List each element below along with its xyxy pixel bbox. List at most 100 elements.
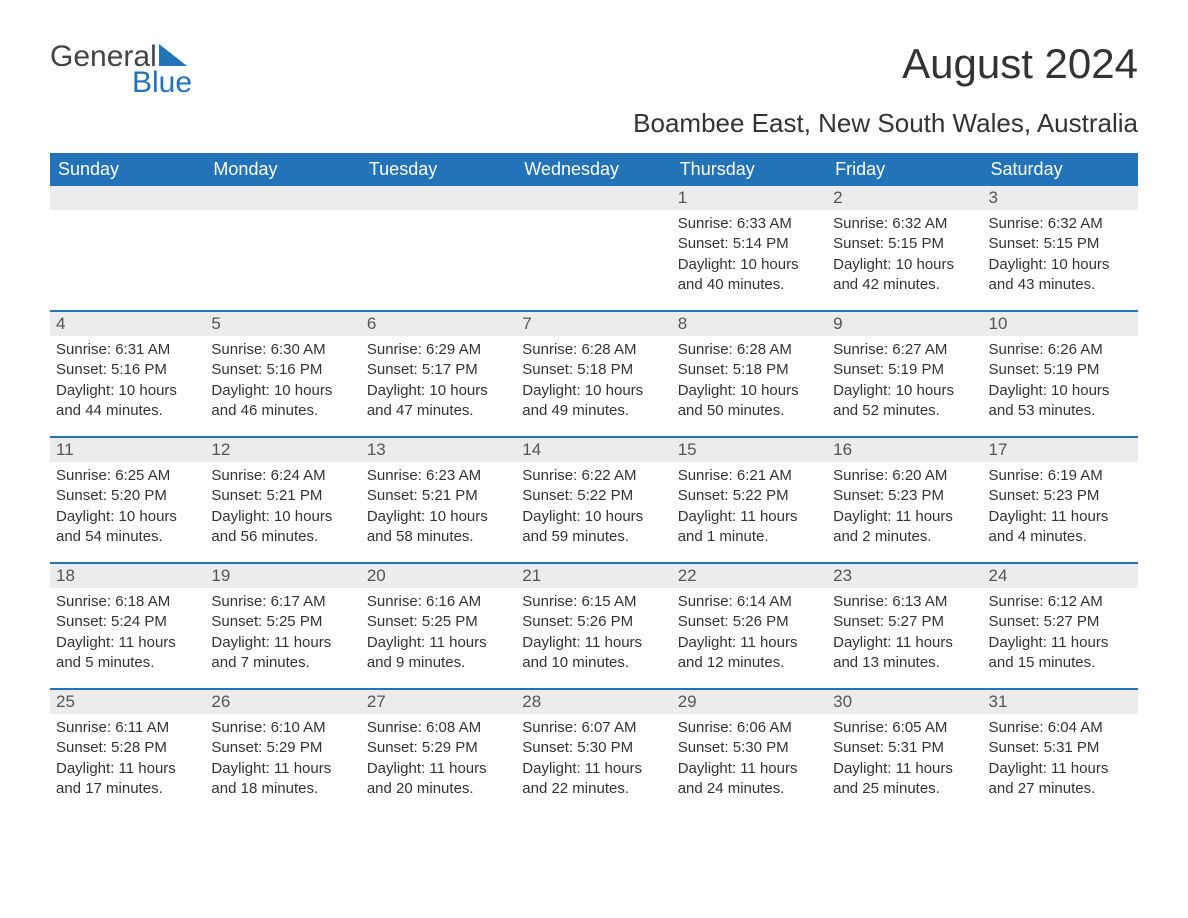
calendar-cell: 28Sunrise: 6:07 AMSunset: 5:30 PMDayligh… <box>516 690 671 814</box>
sunset-line: Sunset: 5:16 PM <box>56 360 199 380</box>
daylight-line: Daylight: 11 hours <box>678 633 821 653</box>
weekday-header: Friday <box>827 153 982 186</box>
daylight-line: Daylight: 10 hours <box>367 381 510 401</box>
day-details: Sunrise: 6:19 AMSunset: 5:23 PMDaylight:… <box>983 462 1138 559</box>
daylight-line: and 59 minutes. <box>522 527 665 547</box>
sunset-line: Sunset: 5:28 PM <box>56 738 199 758</box>
daylight-line: and 40 minutes. <box>678 275 821 295</box>
daylight-line: and 4 minutes. <box>989 527 1132 547</box>
weekday-header: Sunday <box>50 153 205 186</box>
sunset-line: Sunset: 5:27 PM <box>989 612 1132 632</box>
sunset-line: Sunset: 5:30 PM <box>522 738 665 758</box>
calendar-cell: 10Sunrise: 6:26 AMSunset: 5:19 PMDayligh… <box>983 312 1138 436</box>
day-details: Sunrise: 6:25 AMSunset: 5:20 PMDaylight:… <box>50 462 205 559</box>
day-number: 8 <box>672 312 827 336</box>
calendar-cell: 27Sunrise: 6:08 AMSunset: 5:29 PMDayligh… <box>361 690 516 814</box>
calendar-cell: 24Sunrise: 6:12 AMSunset: 5:27 PMDayligh… <box>983 564 1138 688</box>
day-number <box>205 186 360 210</box>
daylight-line: and 56 minutes. <box>211 527 354 547</box>
daylight-line: and 25 minutes. <box>833 779 976 799</box>
day-details: Sunrise: 6:05 AMSunset: 5:31 PMDaylight:… <box>827 714 982 811</box>
day-number <box>50 186 205 210</box>
day-number: 10 <box>983 312 1138 336</box>
sunset-line: Sunset: 5:23 PM <box>989 486 1132 506</box>
sunset-line: Sunset: 5:22 PM <box>522 486 665 506</box>
daylight-line: Daylight: 11 hours <box>56 759 199 779</box>
sunset-line: Sunset: 5:21 PM <box>367 486 510 506</box>
daylight-line: Daylight: 10 hours <box>522 381 665 401</box>
daylight-line: Daylight: 10 hours <box>989 255 1132 275</box>
day-details: Sunrise: 6:22 AMSunset: 5:22 PMDaylight:… <box>516 462 671 559</box>
sunset-line: Sunset: 5:29 PM <box>211 738 354 758</box>
sunrise-line: Sunrise: 6:12 AM <box>989 592 1132 612</box>
day-number: 7 <box>516 312 671 336</box>
sunrise-line: Sunrise: 6:29 AM <box>367 340 510 360</box>
day-details: Sunrise: 6:11 AMSunset: 5:28 PMDaylight:… <box>50 714 205 811</box>
day-details: Sunrise: 6:20 AMSunset: 5:23 PMDaylight:… <box>827 462 982 559</box>
day-details: Sunrise: 6:28 AMSunset: 5:18 PMDaylight:… <box>516 336 671 433</box>
day-details: Sunrise: 6:15 AMSunset: 5:26 PMDaylight:… <box>516 588 671 685</box>
calendar-cell: 1Sunrise: 6:33 AMSunset: 5:14 PMDaylight… <box>672 186 827 310</box>
calendar-cell: 3Sunrise: 6:32 AMSunset: 5:15 PMDaylight… <box>983 186 1138 310</box>
day-details: Sunrise: 6:14 AMSunset: 5:26 PMDaylight:… <box>672 588 827 685</box>
day-number <box>516 186 671 210</box>
day-details: Sunrise: 6:06 AMSunset: 5:30 PMDaylight:… <box>672 714 827 811</box>
daylight-line: Daylight: 10 hours <box>833 381 976 401</box>
daylight-line: Daylight: 11 hours <box>678 759 821 779</box>
calendar-cell: 6Sunrise: 6:29 AMSunset: 5:17 PMDaylight… <box>361 312 516 436</box>
day-number: 25 <box>50 690 205 714</box>
day-number: 27 <box>361 690 516 714</box>
day-details: Sunrise: 6:27 AMSunset: 5:19 PMDaylight:… <box>827 336 982 433</box>
daylight-line: Daylight: 10 hours <box>989 381 1132 401</box>
day-details: Sunrise: 6:04 AMSunset: 5:31 PMDaylight:… <box>983 714 1138 811</box>
calendar-cell: 5Sunrise: 6:30 AMSunset: 5:16 PMDaylight… <box>205 312 360 436</box>
day-number: 1 <box>672 186 827 210</box>
calendar-cell: 20Sunrise: 6:16 AMSunset: 5:25 PMDayligh… <box>361 564 516 688</box>
sunset-line: Sunset: 5:15 PM <box>833 234 976 254</box>
day-number: 30 <box>827 690 982 714</box>
daylight-line: Daylight: 10 hours <box>211 507 354 527</box>
day-details: Sunrise: 6:29 AMSunset: 5:17 PMDaylight:… <box>361 336 516 433</box>
day-details: Sunrise: 6:31 AMSunset: 5:16 PMDaylight:… <box>50 336 205 433</box>
sunset-line: Sunset: 5:23 PM <box>833 486 976 506</box>
sunset-line: Sunset: 5:26 PM <box>522 612 665 632</box>
sunset-line: Sunset: 5:15 PM <box>989 234 1132 254</box>
daylight-line: Daylight: 10 hours <box>678 381 821 401</box>
sunset-line: Sunset: 5:19 PM <box>833 360 976 380</box>
daylight-line: and 24 minutes. <box>678 779 821 799</box>
daylight-line: Daylight: 11 hours <box>833 507 976 527</box>
day-number: 2 <box>827 186 982 210</box>
day-number: 4 <box>50 312 205 336</box>
calendar-cell: 21Sunrise: 6:15 AMSunset: 5:26 PMDayligh… <box>516 564 671 688</box>
daylight-line: and 53 minutes. <box>989 401 1132 421</box>
sunrise-line: Sunrise: 6:27 AM <box>833 340 976 360</box>
day-details: Sunrise: 6:10 AMSunset: 5:29 PMDaylight:… <box>205 714 360 811</box>
sunrise-line: Sunrise: 6:18 AM <box>56 592 199 612</box>
calendar-week-row: 25Sunrise: 6:11 AMSunset: 5:28 PMDayligh… <box>50 688 1138 814</box>
sunset-line: Sunset: 5:27 PM <box>833 612 976 632</box>
daylight-line: Daylight: 10 hours <box>367 507 510 527</box>
sunrise-line: Sunrise: 6:10 AM <box>211 718 354 738</box>
sunrise-line: Sunrise: 6:11 AM <box>56 718 199 738</box>
daylight-line: and 43 minutes. <box>989 275 1132 295</box>
day-details: Sunrise: 6:08 AMSunset: 5:29 PMDaylight:… <box>361 714 516 811</box>
daylight-line: Daylight: 11 hours <box>367 633 510 653</box>
logo-text-bottom: Blue <box>132 66 192 100</box>
sunset-line: Sunset: 5:20 PM <box>56 486 199 506</box>
calendar-week-row: 1Sunrise: 6:33 AMSunset: 5:14 PMDaylight… <box>50 186 1138 310</box>
sunrise-line: Sunrise: 6:31 AM <box>56 340 199 360</box>
day-number: 13 <box>361 438 516 462</box>
day-details: Sunrise: 6:30 AMSunset: 5:16 PMDaylight:… <box>205 336 360 433</box>
calendar-cell <box>361 186 516 310</box>
day-number: 11 <box>50 438 205 462</box>
sunrise-line: Sunrise: 6:32 AM <box>833 214 976 234</box>
daylight-line: Daylight: 11 hours <box>211 759 354 779</box>
day-details: Sunrise: 6:07 AMSunset: 5:30 PMDaylight:… <box>516 714 671 811</box>
calendar-cell: 29Sunrise: 6:06 AMSunset: 5:30 PMDayligh… <box>672 690 827 814</box>
daylight-line: Daylight: 11 hours <box>522 759 665 779</box>
daylight-line: and 47 minutes. <box>367 401 510 421</box>
calendar-cell: 19Sunrise: 6:17 AMSunset: 5:25 PMDayligh… <box>205 564 360 688</box>
day-number: 23 <box>827 564 982 588</box>
daylight-line: and 49 minutes. <box>522 401 665 421</box>
sunrise-line: Sunrise: 6:28 AM <box>678 340 821 360</box>
